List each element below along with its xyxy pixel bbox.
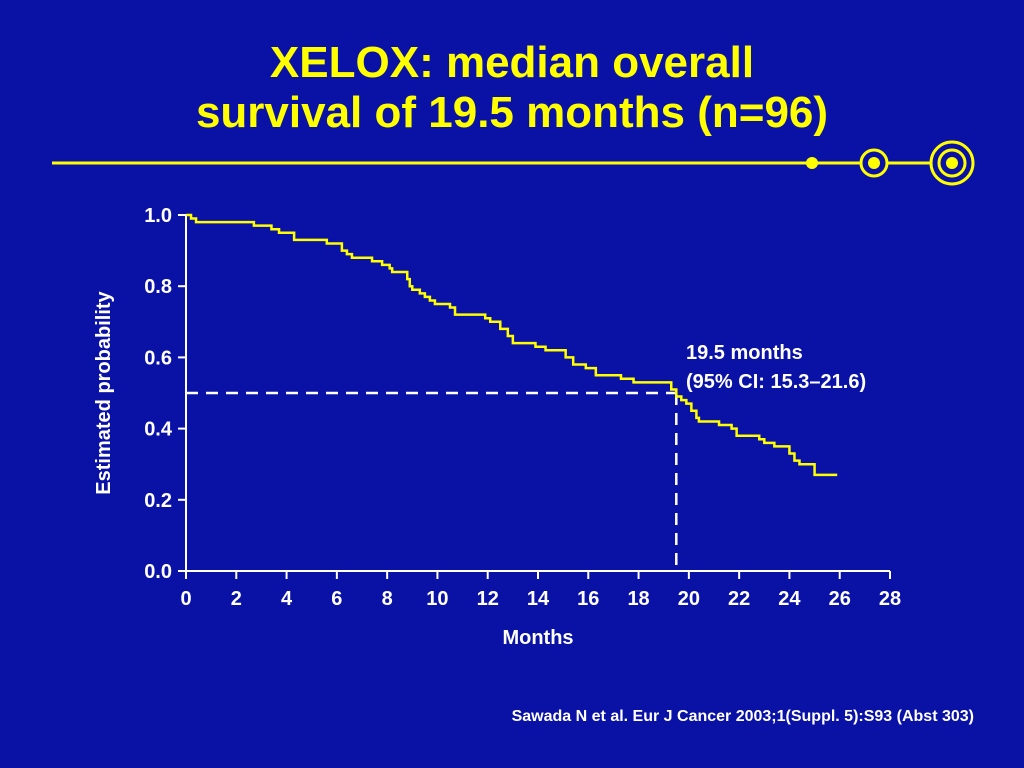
median-annotation-line-1: 19.5 months <box>686 342 803 364</box>
x-tick-label: 2 <box>231 588 242 610</box>
y-tick-label: 0.2 <box>144 490 172 512</box>
x-tick-label: 12 <box>477 588 499 610</box>
x-axis-label: Months <box>502 627 573 649</box>
x-tick-label: 0 <box>180 588 191 610</box>
divider-target-center-icon <box>946 157 958 169</box>
decorative-divider <box>52 140 975 186</box>
title-line-2: survival of 19.5 months (n=96) <box>195 88 829 137</box>
x-tick-label: 18 <box>627 588 649 610</box>
x-tick-label: 26 <box>829 588 851 610</box>
x-tick-label: 6 <box>331 588 342 610</box>
x-tick-label: 4 <box>281 588 293 610</box>
x-tick-label: 28 <box>879 588 901 610</box>
x-tick-label: 20 <box>678 588 700 610</box>
y-tick-label: 0.4 <box>144 419 173 441</box>
x-tick-label: 14 <box>527 588 550 610</box>
x-tick-label: 24 <box>778 588 801 610</box>
x-tick-label: 16 <box>577 588 599 610</box>
citation: Sawada N et al. Eur J Cancer 2003;1(Supp… <box>511 708 974 725</box>
title-line-1: XELOX: median overall <box>269 38 755 87</box>
y-tick-label: 0.6 <box>144 347 172 369</box>
x-tick-label: 8 <box>382 588 393 610</box>
slide-title: XELOX: median overall survival of 19.5 m… <box>0 38 1024 138</box>
y-tick-label: 0.0 <box>144 561 172 583</box>
y-tick-label: 1.0 <box>144 205 172 227</box>
survival-curve-series <box>186 213 838 477</box>
divider-dot-icon <box>806 157 818 169</box>
x-tick-label: 22 <box>728 588 750 610</box>
y-tick-label: 0.8 <box>144 276 172 298</box>
median-annotation-line-2: (95% CI: 15.3–21.6) <box>686 371 866 393</box>
x-tick-label: 10 <box>426 588 448 610</box>
y-axis-label: Estimated probability <box>93 290 115 494</box>
survival-chart: 0.00.20.40.60.81.00 2 4 6 8 10 12 14 16 18 20 22 24 2… <box>93 205 901 649</box>
divider-ring-center-icon <box>868 157 880 169</box>
